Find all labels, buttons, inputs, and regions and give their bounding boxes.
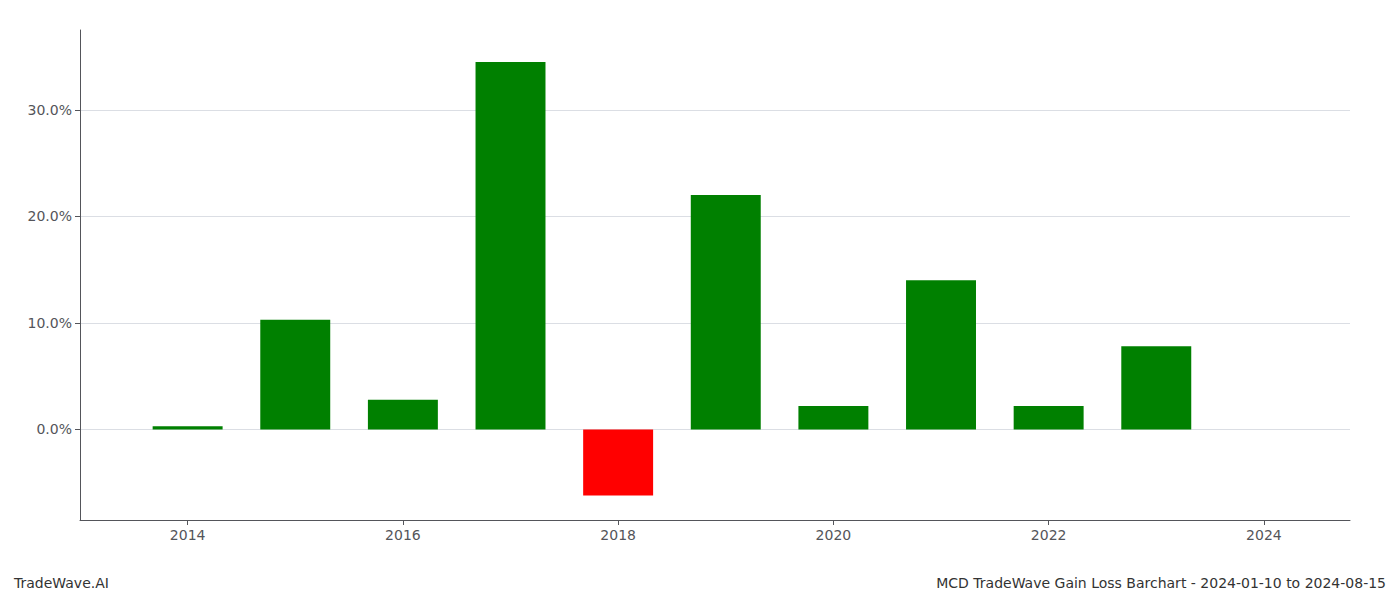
svg-text:2022: 2022 — [1031, 527, 1067, 543]
svg-text:20.0%: 20.0% — [28, 208, 72, 224]
svg-text:2020: 2020 — [816, 527, 852, 543]
svg-text:2016: 2016 — [385, 527, 421, 543]
svg-text:TradeWave.AI: TradeWave.AI — [13, 575, 109, 591]
svg-text:MCD TradeWave Gain Loss Barcha: MCD TradeWave Gain Loss Barchart - 2024-… — [936, 575, 1386, 591]
svg-text:10.0%: 10.0% — [28, 315, 72, 331]
svg-text:2014: 2014 — [170, 527, 206, 543]
svg-text:2024: 2024 — [1246, 527, 1282, 543]
svg-text:30.0%: 30.0% — [28, 102, 72, 118]
svg-text:2018: 2018 — [600, 527, 636, 543]
svg-text:0.0%: 0.0% — [36, 421, 72, 437]
